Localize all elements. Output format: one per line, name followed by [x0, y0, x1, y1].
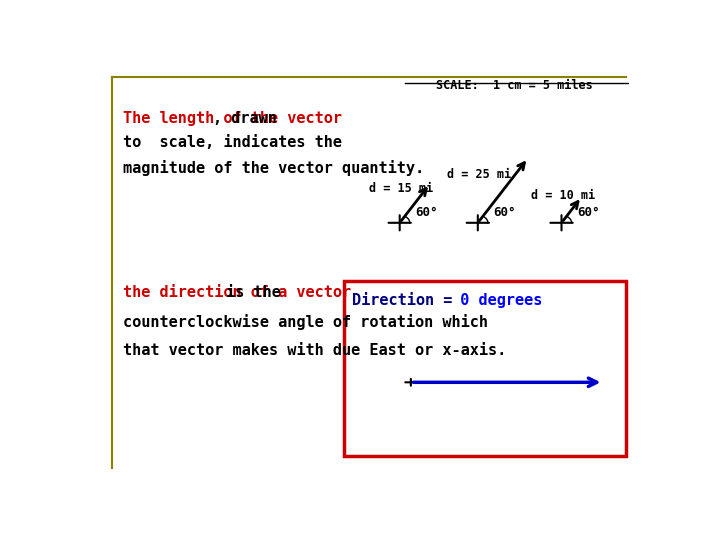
Text: , drawn: , drawn — [213, 111, 277, 125]
Text: that vector makes with due East or x-axis.: that vector makes with due East or x-axi… — [124, 343, 507, 359]
Text: 60°: 60° — [493, 206, 516, 219]
Text: is the: is the — [217, 285, 281, 300]
Text: SCALE:  1 cm = 5 miles: SCALE: 1 cm = 5 miles — [436, 79, 593, 92]
FancyBboxPatch shape — [344, 281, 626, 456]
Text: counterclockwise angle of rotation which: counterclockwise angle of rotation which — [124, 314, 488, 330]
Text: 0 degrees: 0 degrees — [441, 294, 542, 308]
Text: the direction of a vector: the direction of a vector — [124, 285, 351, 300]
Text: d = 15 mi: d = 15 mi — [369, 182, 433, 195]
Text: d = 10 mi: d = 10 mi — [531, 190, 595, 202]
Text: magnitude of the vector quantity.: magnitude of the vector quantity. — [124, 160, 425, 177]
Text: 60°: 60° — [577, 206, 600, 219]
Text: d = 25 mi: d = 25 mi — [447, 168, 511, 181]
Text: 60°: 60° — [415, 206, 438, 219]
Text: Direction =: Direction = — [352, 294, 462, 308]
Text: The length of the vector: The length of the vector — [124, 111, 343, 125]
Text: to  scale, indicates the: to scale, indicates the — [124, 136, 343, 151]
